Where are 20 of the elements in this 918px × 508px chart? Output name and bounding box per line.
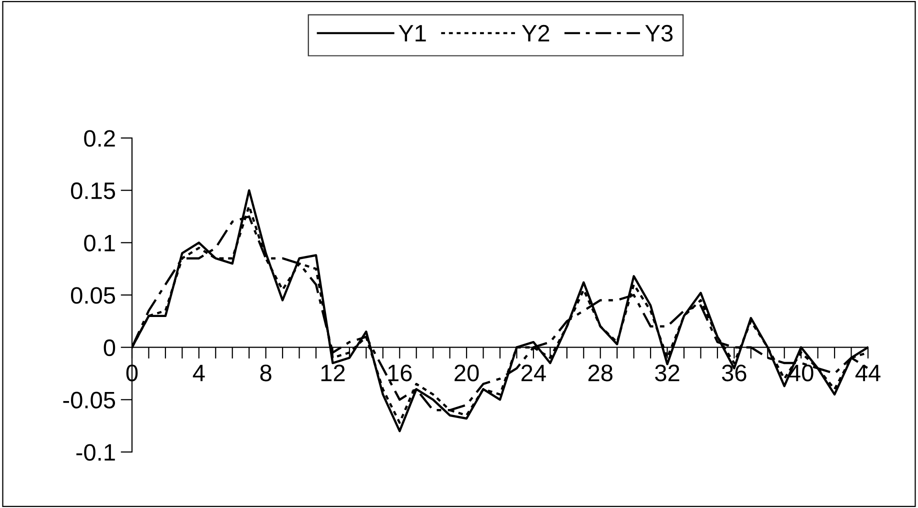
y-tick-label: 0.15 [71,182,116,200]
x-tick-label: 44 [855,364,880,382]
y-tick-label: 0.2 [84,130,115,147]
y-tick-label: -0.1 [76,444,115,461]
x-tick-label: 8 [260,364,272,382]
y-tick-label: 0 [104,339,116,356]
x-tick-label: 4 [192,364,205,382]
legend-label: Y1 [398,25,426,42]
x-tick-label: 16 [388,364,412,382]
y-tick-label: 0.1 [84,234,115,252]
legend-label: Y2 [522,24,550,42]
x-tick-label: 12 [321,364,345,382]
x-tick-label: 28 [588,364,612,382]
x-tick-label: 20 [454,364,479,382]
x-tick-label: 36 [722,364,746,382]
legend-label: Y3 [645,24,673,42]
y-tick-label: 0.05 [71,287,116,304]
x-tick-label: 32 [655,364,680,382]
y-tick-label: -0.05 [63,392,116,408]
x-tick-label: 24 [522,364,546,382]
